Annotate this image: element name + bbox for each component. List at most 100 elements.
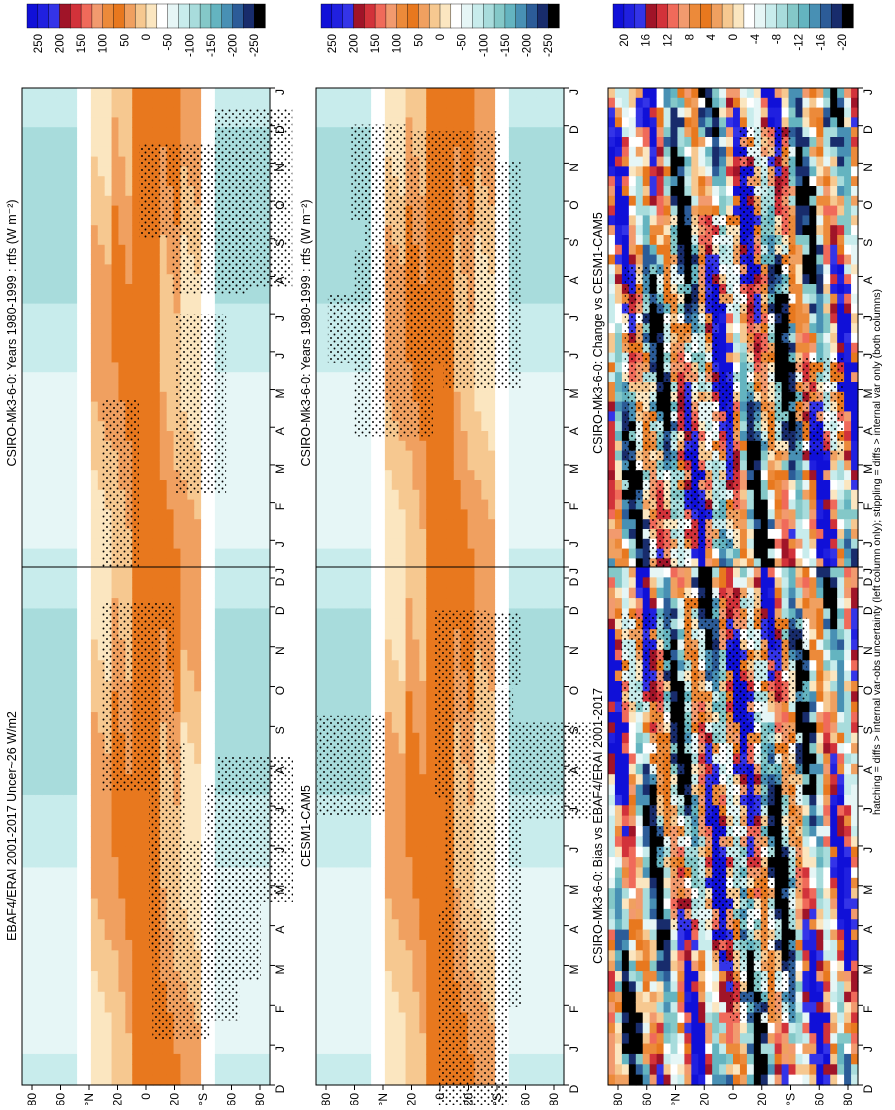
heat-cell [194,117,201,127]
heat-cell [550,313,557,323]
heat-cell [84,539,91,549]
heat-cell [516,451,523,461]
heat-cell [502,421,509,431]
heat-cell [557,362,564,372]
heat-cell [557,215,564,225]
heat-cell [371,539,378,549]
heat-cell [761,460,769,470]
heat-cell [536,176,543,186]
heat-cell [747,539,755,549]
heat-cell [249,402,256,412]
heat-cell [180,304,187,314]
heat-cell [344,137,351,147]
heat-cell [740,313,748,323]
heat-cell [146,255,153,265]
heat-cell [194,549,201,559]
heat-cell [50,157,57,167]
heat-cell [371,529,378,539]
heat-cell [91,225,98,235]
heat-cell [657,147,665,157]
heat-cell [323,166,330,176]
heat-cell [461,529,468,539]
heat-cell [740,402,748,412]
heat-cell [43,255,50,265]
heat-cell [657,215,665,225]
heat-cell [50,225,57,235]
heat-cell [36,304,43,314]
heat-cell [406,480,413,490]
heat-cell [671,166,679,176]
heat-cell [22,235,29,245]
heat-cell [56,137,63,147]
heat-cell [636,255,644,265]
heat-cell [622,196,630,206]
heat-cell [747,490,755,500]
heat-cell [622,157,630,167]
heat-cell [622,235,630,245]
heat-cell [256,372,263,382]
heat-cell [481,529,488,539]
heat-cell [56,549,63,559]
heat-cell [36,362,43,372]
heat-cell [201,500,208,510]
heat-cell [153,490,160,500]
heat-cell [550,196,557,206]
heat-cell [371,98,378,108]
heat-cell [337,196,344,206]
heat-cell [56,451,63,461]
heat-cell [105,323,112,333]
heat-cell [523,166,530,176]
colorbar-tick-label: -50 [163,34,175,51]
heat-cell [70,549,77,559]
heat-cell [454,519,461,529]
heat-cell [91,264,98,274]
heat-cell [91,245,98,255]
heat-cell [50,519,57,529]
colorbar-swatch [124,4,135,28]
heat-cell [70,255,77,265]
heat-cell [56,421,63,431]
heat-cell [557,519,564,529]
heat-cell [412,470,419,480]
heat-cell [263,392,270,402]
heat-cell [56,529,63,539]
heat-cell [29,225,36,235]
heat-cell [608,451,616,461]
heat-cell [236,402,243,412]
heat-cell [454,402,461,412]
heat-cell [112,225,119,235]
heat-cell [447,421,454,431]
heat-cell [22,157,29,167]
heat-cell [643,245,651,255]
heat-cell [454,98,461,108]
heat-cell [550,362,557,372]
heat-cell [91,402,98,412]
heat-cell [153,284,160,294]
heat-cell [447,411,454,421]
heat-cell [153,264,160,274]
heat-cell [615,480,623,490]
heat-cell [426,480,433,490]
heat-cell [125,206,132,216]
heat-cell [337,509,344,519]
heat-cell [719,147,727,157]
heat-cell [433,392,440,402]
heat-cell [523,176,530,186]
heat-cell [91,294,98,304]
heat-cell [726,196,734,206]
heat-cell [160,245,167,255]
heat-cell [56,470,63,480]
heat-cell [77,225,84,235]
heat-cell [146,313,153,323]
heat-cell [495,431,502,441]
colorbar-swatch [211,4,222,28]
colorbar-swatch [146,4,157,28]
heat-cell [174,98,181,108]
heat-cell [608,323,616,333]
heat-cell [84,333,91,343]
heat-cell [63,421,70,431]
heat-cell [337,225,344,235]
heat-cell [146,264,153,274]
heat-cell [550,490,557,500]
heat-cell [139,284,146,294]
